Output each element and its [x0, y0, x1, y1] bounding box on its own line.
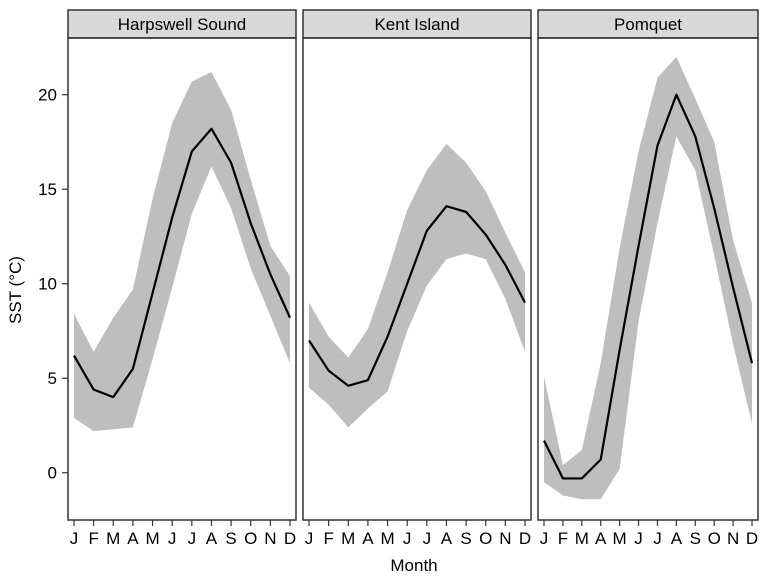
x-tick-label: S	[225, 529, 236, 548]
y-tick-label: 10	[38, 275, 57, 294]
x-tick-label: A	[206, 529, 218, 548]
confidence-ribbon	[74, 72, 290, 432]
x-tick-label: J	[70, 529, 79, 548]
x-tick-label: J	[403, 529, 412, 548]
mean-line	[543, 93, 754, 480]
x-tick-label: D	[284, 529, 296, 548]
facet-strip-label: Kent Island	[374, 15, 459, 34]
x-tick-label: A	[441, 529, 453, 548]
x-tick-label: J	[168, 529, 177, 548]
x-tick-label: N	[727, 529, 739, 548]
x-tick-label: M	[613, 529, 627, 548]
x-tick-label: M	[145, 529, 159, 548]
x-axis-title: Month	[390, 556, 437, 575]
x-tick-label: O	[244, 529, 257, 548]
x-tick-label: J	[540, 529, 549, 548]
mean-line	[308, 205, 526, 387]
x-tick-label: O	[479, 529, 492, 548]
x-tick-label: M	[575, 529, 589, 548]
y-axis-title: SST (°C)	[6, 256, 25, 324]
y-tick-label: 20	[38, 86, 57, 105]
facet-strip	[67, 9, 297, 39]
x-tick-label: S	[460, 529, 471, 548]
confidence-ribbon	[309, 143, 525, 428]
y-tick-label: 15	[38, 180, 57, 199]
x-tick-label: A	[595, 529, 607, 548]
x-tick-label: A	[671, 529, 683, 548]
x-tick-label: N	[499, 529, 511, 548]
x-tick-label: D	[519, 529, 531, 548]
x-tick-label: M	[106, 529, 120, 548]
x-tick-label: J	[423, 529, 432, 548]
x-tick-label: F	[88, 529, 98, 548]
panel-border	[302, 37, 532, 521]
x-tick-label: O	[708, 529, 721, 548]
panel-border	[537, 37, 759, 521]
x-tick-label: J	[188, 529, 197, 548]
x-tick-label: A	[362, 529, 374, 548]
x-tick-label: D	[746, 529, 758, 548]
x-tick-label: N	[264, 529, 276, 548]
x-tick-label: A	[127, 529, 139, 548]
x-tick-label: J	[653, 529, 662, 548]
y-tick-label: 5	[48, 369, 57, 388]
x-tick-label: J	[305, 529, 314, 548]
y-axis: 0 5 10 15 20	[38, 86, 68, 483]
x-tick-label: F	[323, 529, 333, 548]
x-tick-label: J	[634, 529, 643, 548]
facet-strip-label: Pomquet	[614, 15, 682, 34]
confidence-ribbon	[544, 56, 752, 500]
x-tick-label: F	[558, 529, 568, 548]
panel-border	[67, 37, 297, 521]
mean-line	[73, 127, 292, 399]
facet-strip	[302, 9, 532, 39]
x-tick-label: S	[690, 529, 701, 548]
x-tick-label: M	[341, 529, 355, 548]
facet-strip-label: Harpswell Sound	[118, 15, 247, 34]
x-tick-label: M	[380, 529, 394, 548]
y-tick-label: 0	[48, 464, 57, 483]
